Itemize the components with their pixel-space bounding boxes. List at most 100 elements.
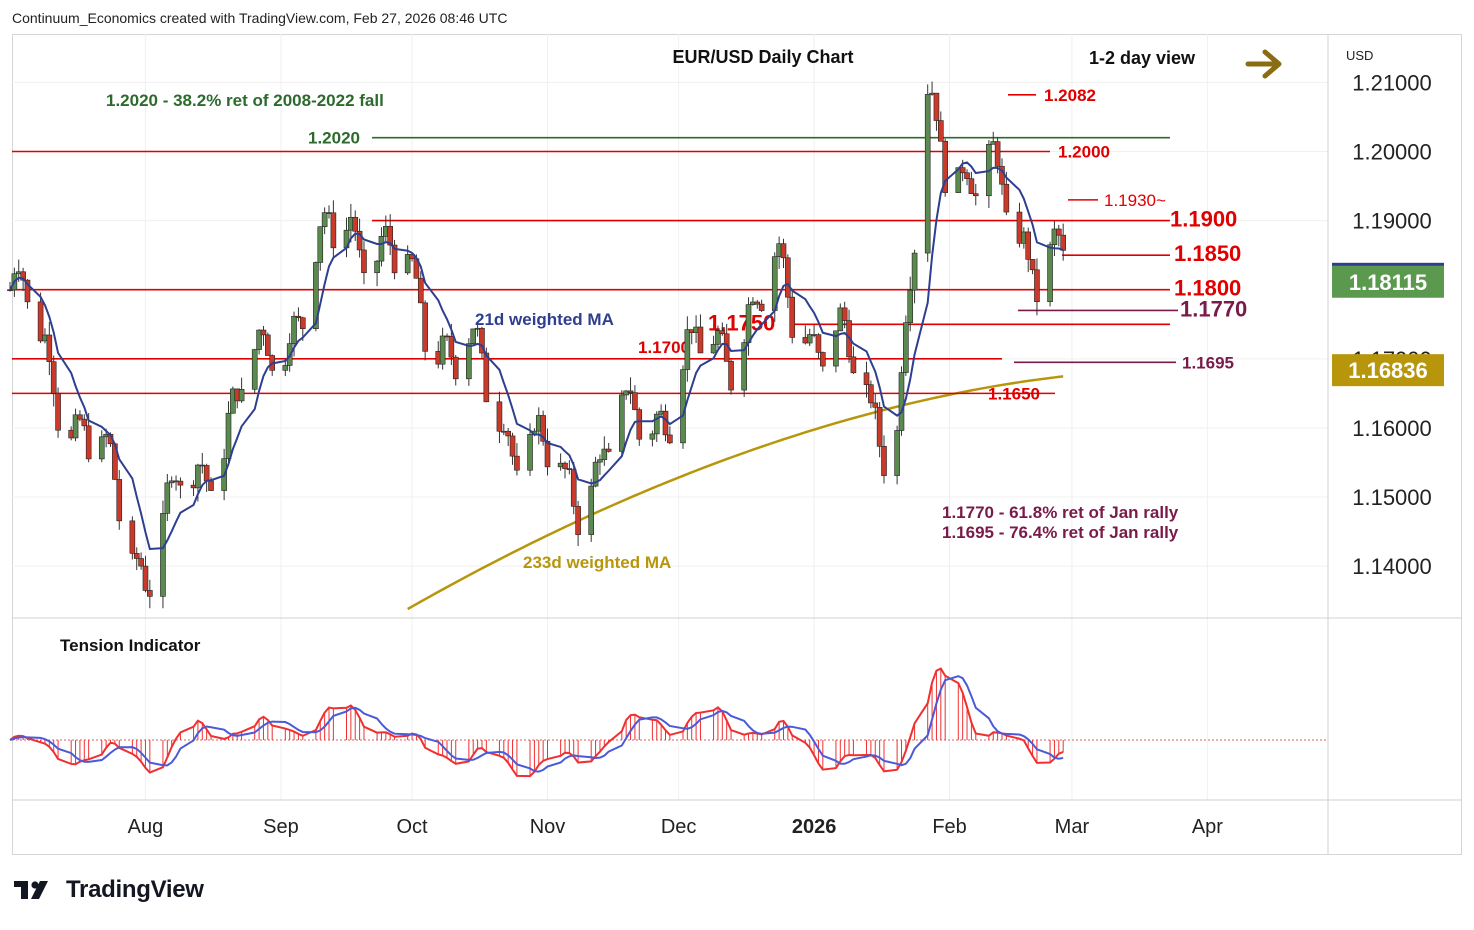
level-label: 1.2000 xyxy=(1058,142,1110,161)
candle-body xyxy=(562,462,568,469)
candle-body xyxy=(575,506,581,535)
candle-body xyxy=(479,327,485,354)
candle-body xyxy=(177,480,184,486)
ma21-label: 21d weighted MA xyxy=(475,310,614,329)
tension-line xyxy=(9,667,1064,778)
candle-body xyxy=(649,433,656,440)
candle-body xyxy=(527,434,533,471)
candle-body xyxy=(570,469,577,507)
level-label: 1.2082 xyxy=(1044,86,1096,105)
candle-body xyxy=(789,296,796,338)
candle-body xyxy=(820,352,826,367)
candle-body xyxy=(72,414,79,439)
candle-body xyxy=(448,335,455,358)
candle-body xyxy=(142,565,149,591)
candle-body xyxy=(129,520,136,554)
time-tick-label: Sep xyxy=(263,816,299,838)
candle-body xyxy=(605,448,612,452)
candle-body xyxy=(55,392,61,431)
price-badge xyxy=(1332,354,1444,387)
candle-body xyxy=(37,301,44,342)
candle-body xyxy=(321,212,328,228)
candle-body xyxy=(483,352,490,403)
candle-body xyxy=(116,479,123,522)
candle-body xyxy=(911,252,918,291)
candle-body xyxy=(876,406,883,447)
candle-body xyxy=(1047,244,1053,303)
candle-body xyxy=(924,94,931,254)
candle-body xyxy=(964,172,970,179)
fib-note: 1.2020 - 38.2% ret of 2008-2022 fall xyxy=(106,91,384,110)
candle-body xyxy=(505,430,511,437)
candle-body xyxy=(496,401,503,432)
ma233-line xyxy=(407,375,1064,611)
candle-body xyxy=(662,410,669,436)
retrace-note-1: 1.1770 - 61.8% ret of Jan rally xyxy=(942,503,1179,522)
level-label: 1.1650 xyxy=(988,384,1040,403)
candle-body xyxy=(898,372,905,431)
candle-body xyxy=(387,226,393,246)
candle-body xyxy=(470,328,477,344)
price-badge-label: 1.16836 xyxy=(1348,358,1428,383)
ma21-path xyxy=(9,161,1064,551)
arrow-right-icon xyxy=(1245,49,1282,79)
price-tick-label: 1.19000 xyxy=(1352,209,1432,234)
candle-body xyxy=(1060,234,1066,251)
time-tick-label: Nov xyxy=(530,816,566,838)
candle-body xyxy=(841,307,848,321)
candle-body xyxy=(225,412,232,459)
level-label: 1.1800 xyxy=(1174,276,1241,301)
tradingview-logo-text: TradingView xyxy=(66,876,204,903)
candle-body xyxy=(164,482,171,514)
currency-label: USD xyxy=(1346,48,1373,63)
candle-body xyxy=(566,468,573,470)
candle-body xyxy=(627,390,634,393)
candle-body xyxy=(466,343,472,380)
time-tick-label: Aug xyxy=(128,816,164,838)
tradingview-logo[interactable]: TradingView xyxy=(14,876,204,904)
candle-body xyxy=(632,392,638,410)
candle-body xyxy=(256,329,262,350)
chart-title: EUR/USD Daily Chart xyxy=(672,47,853,67)
price-tick-label: 1.16000 xyxy=(1352,416,1432,441)
candle-body xyxy=(994,141,1001,167)
candle-body xyxy=(50,361,57,394)
candle-body xyxy=(741,342,747,391)
candle-body xyxy=(903,322,909,373)
candle-body xyxy=(938,120,944,142)
candle-body xyxy=(317,226,324,263)
candle-body xyxy=(728,361,734,391)
grid xyxy=(12,34,1328,800)
candle-body xyxy=(514,455,520,471)
candle-body xyxy=(147,590,153,597)
candle-body xyxy=(1051,228,1058,246)
candle-body xyxy=(894,430,900,476)
price-tick-label: 1.20000 xyxy=(1352,139,1432,164)
candle-body xyxy=(295,315,302,319)
candle-body xyxy=(785,257,791,298)
candle-body xyxy=(697,326,704,354)
level-label: 1.1930~ xyxy=(1104,191,1166,210)
candle-body xyxy=(251,349,258,390)
tradingview-logo-icon xyxy=(14,881,48,899)
view-label: 1-2 day view xyxy=(1089,48,1196,68)
candle-body xyxy=(540,415,546,442)
price-tick-label: 1.14000 xyxy=(1352,554,1432,579)
candle-body xyxy=(715,330,721,345)
candle-body xyxy=(745,304,752,343)
retrace-note-2: 1.1695 - 76.4% ret of Jan rally xyxy=(942,523,1179,542)
candle-body xyxy=(374,260,380,274)
candle-body xyxy=(391,244,398,274)
ma233-path xyxy=(407,375,1064,611)
candle-body xyxy=(291,315,297,344)
candle-body xyxy=(509,435,516,457)
candle-body xyxy=(98,436,105,460)
candle-body xyxy=(203,465,210,482)
candle-body xyxy=(24,279,31,303)
candle-body xyxy=(754,301,761,305)
candle-body xyxy=(1029,259,1036,271)
candle-body xyxy=(868,384,874,404)
candle-body xyxy=(872,402,879,408)
candle-body xyxy=(710,343,717,354)
